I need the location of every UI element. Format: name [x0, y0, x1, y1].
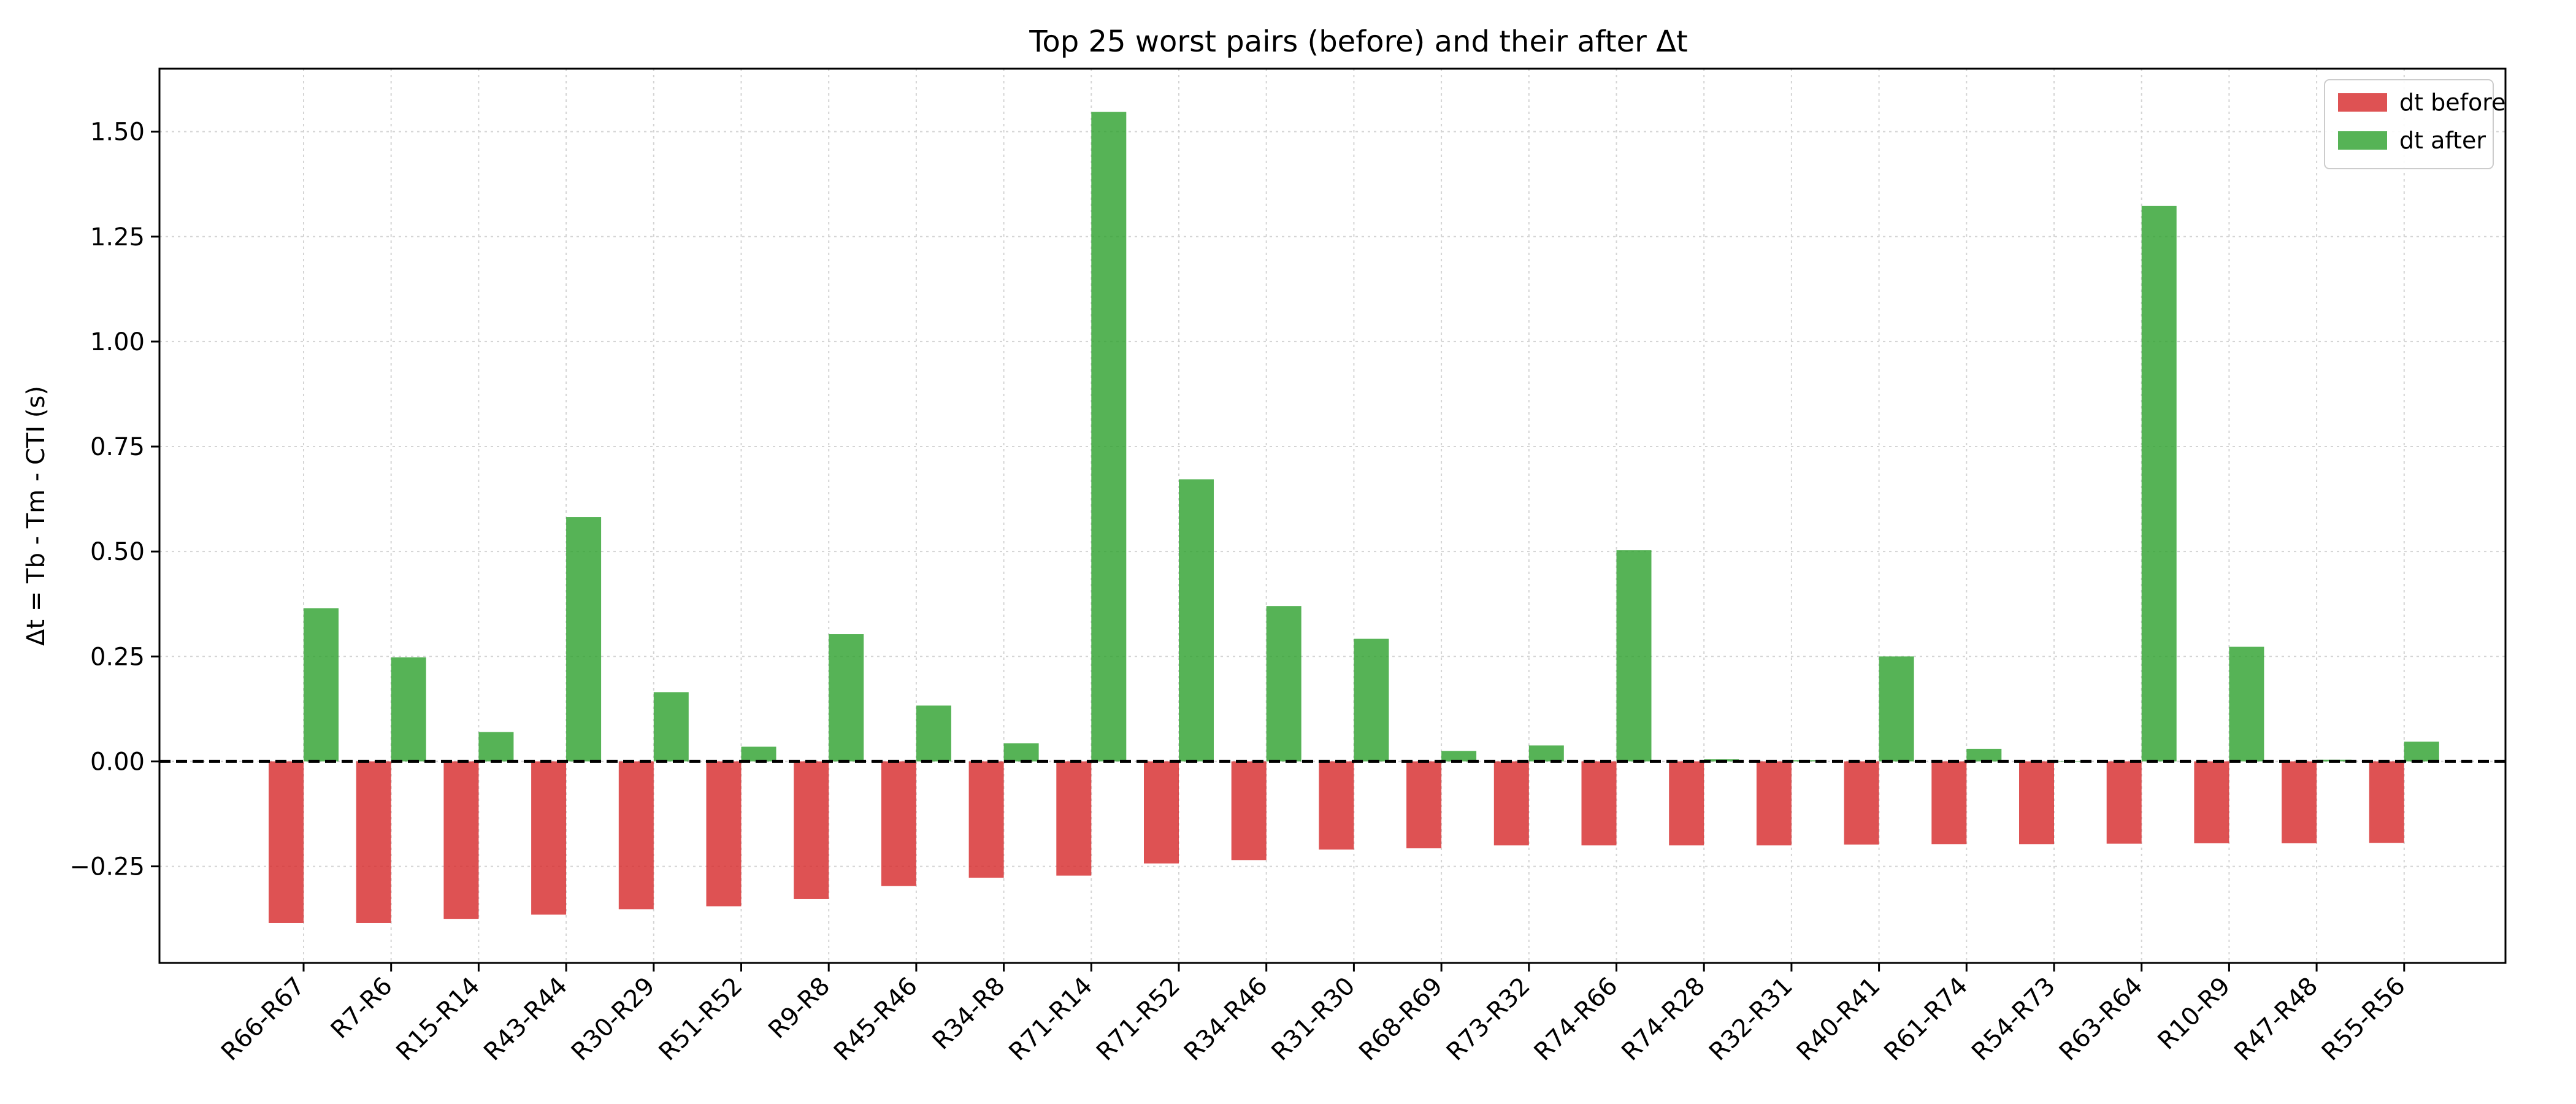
y-tick-label: 0.25 [90, 643, 145, 671]
bar-dt-before [618, 761, 654, 910]
bar-dt-after [1879, 656, 1914, 762]
bar-dt-after [566, 517, 602, 762]
y-axis-title: Δt = Tb - Tm - CTI (s) [22, 386, 50, 646]
bar-dt-after [1266, 606, 1301, 762]
bar-dt-before [1581, 761, 1617, 846]
bar-dt-after [2404, 742, 2439, 762]
bar-dt-before [1931, 761, 1967, 845]
bar-dt-after [1616, 550, 1652, 762]
bar-dt-before [1319, 761, 1354, 850]
bar-dt-before [1756, 761, 1792, 846]
bar-dt-after [653, 692, 689, 762]
legend-label: dt after [2399, 127, 2486, 154]
y-tick-label: −0.25 [69, 853, 145, 881]
bar-dt-before [794, 761, 829, 899]
bar-dt-after [1179, 479, 1214, 762]
bar-dt-before [269, 761, 304, 923]
bar-dt-after [741, 746, 776, 762]
y-tick-label: 0.00 [90, 748, 145, 776]
bar-dt-before [2282, 761, 2317, 843]
bar-dt-before [356, 761, 391, 923]
y-tick-label: 0.75 [90, 433, 145, 461]
plot-frame [158, 67, 2507, 964]
bar-dt-after [1441, 751, 1477, 762]
y-tick-label: 1.00 [90, 328, 145, 356]
y-axis: −0.25 0.00 0.25 0.50 0.75 1.00 1.25 1.50 [69, 118, 159, 881]
bar-dt-after [391, 657, 426, 762]
bar-dt-after [478, 732, 514, 762]
bar-dt-before [2019, 761, 2054, 845]
bar-dt-after [1528, 745, 1564, 762]
bar-dt-after [916, 705, 951, 762]
bar-dt-before [1406, 761, 1442, 849]
bar-dt-after [1003, 743, 1039, 762]
bar-dt-after [304, 608, 339, 762]
bar-dt-after [1091, 112, 1127, 762]
bars [269, 112, 2439, 923]
bar-dt-before [1669, 761, 1704, 846]
bar-dt-after [1354, 638, 1389, 762]
bar-dt-before [443, 761, 479, 919]
bar-dt-after [2141, 205, 2177, 762]
bar-dt-before [1231, 761, 1267, 861]
legend-swatch [2338, 131, 2387, 150]
bar-dt-before [1056, 761, 1092, 876]
chart-title: Top 25 worst pairs (before) and their af… [1029, 25, 1688, 59]
y-tick-label: 1.50 [90, 118, 145, 147]
bar-dt-before [968, 761, 1004, 878]
bar-dt-before [531, 761, 567, 915]
bar-dt-before [706, 761, 742, 907]
bar-dt-after [2229, 646, 2264, 762]
legend: dt before dt after [2324, 79, 2505, 169]
bar-dt-before [1844, 761, 1879, 845]
bar-dt-before [2369, 761, 2404, 843]
legend-swatch [2338, 93, 2387, 112]
bar-dt-before [1144, 761, 1179, 864]
bar-dt-before [2194, 761, 2229, 843]
bar-dt-before [1493, 761, 1529, 846]
bar-dt-before [881, 761, 916, 886]
legend-label: dt before [2399, 89, 2505, 116]
y-tick-label: 1.25 [90, 223, 145, 251]
bar-dt-before [2106, 761, 2142, 844]
bar-dt-after [829, 634, 864, 762]
y-tick-label: 0.50 [90, 538, 145, 566]
bar-dt-after [1966, 748, 2002, 762]
